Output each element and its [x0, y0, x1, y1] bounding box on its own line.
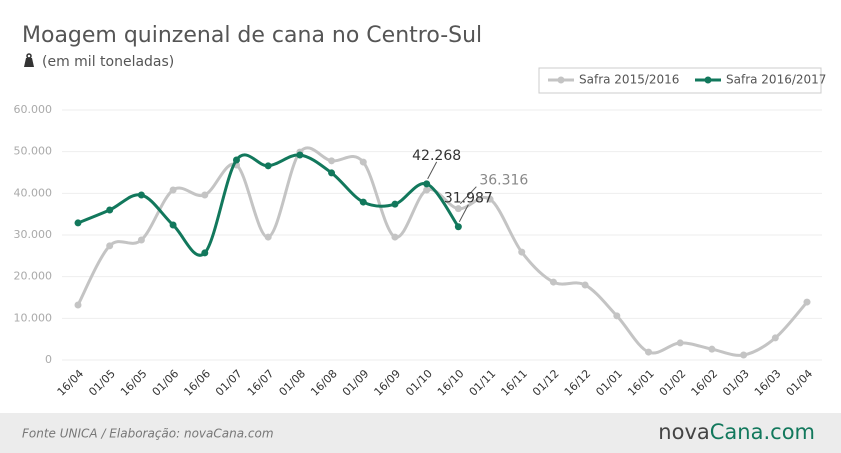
legend-label: Safra 2016/2017	[726, 73, 826, 87]
point	[454, 205, 462, 213]
point	[518, 248, 526, 256]
point	[771, 334, 779, 342]
point	[137, 236, 145, 244]
point	[328, 169, 336, 177]
point	[359, 198, 367, 206]
point	[645, 348, 653, 356]
y-tick-label: 20.000	[14, 270, 53, 283]
label-leader	[459, 186, 477, 205]
y-tick-label: 40.000	[14, 186, 53, 199]
weight-icon	[24, 53, 34, 67]
y-tick-label: 60.000	[14, 103, 53, 116]
point	[74, 301, 82, 309]
footer-band	[0, 413, 841, 453]
y-tick-label: 10.000	[14, 311, 53, 324]
legend-box	[538, 67, 822, 94]
point	[423, 186, 431, 194]
logo-part: nova	[658, 420, 709, 444]
point	[391, 200, 399, 208]
logo-part: .com	[763, 420, 815, 444]
data-label: 36.316	[479, 173, 528, 189]
legend-marker	[557, 76, 565, 84]
point	[106, 206, 114, 214]
point	[803, 298, 811, 306]
point	[581, 281, 589, 289]
point	[391, 233, 399, 241]
point	[486, 195, 494, 203]
chart-subtitle: (em mil toneladas)	[42, 54, 174, 70]
logo: novaCana.com	[658, 420, 815, 444]
point	[232, 156, 240, 164]
point	[169, 221, 177, 229]
point	[201, 191, 209, 199]
y-tick-label: 30.000	[14, 228, 53, 241]
point	[106, 242, 114, 250]
legend-label: Safra 2015/2016	[579, 73, 679, 87]
point	[740, 351, 748, 359]
point	[328, 157, 336, 165]
point	[708, 345, 716, 353]
point	[676, 339, 684, 347]
chart-title: Moagem quinzenal de cana no Centro-Sul	[22, 23, 482, 48]
logo-part: Cana	[710, 420, 764, 444]
point	[74, 219, 82, 227]
point	[613, 312, 621, 320]
point	[201, 249, 209, 257]
data-label: 42.268	[412, 148, 461, 164]
y-tick-label: 0	[45, 353, 52, 366]
point	[454, 223, 462, 231]
source: Fonte UNICA / Elaboração: novaCana.com	[22, 427, 274, 441]
data-label: 31.987	[444, 191, 493, 207]
point	[169, 186, 177, 194]
point	[264, 233, 272, 241]
point	[549, 278, 557, 286]
point	[423, 180, 431, 188]
label-leader	[458, 204, 469, 222]
point	[264, 162, 272, 170]
legend-marker	[704, 76, 712, 84]
label-leader	[427, 161, 438, 180]
point	[359, 158, 367, 166]
y-tick-label: 50.000	[14, 145, 53, 158]
point	[137, 191, 145, 199]
point	[296, 151, 304, 159]
